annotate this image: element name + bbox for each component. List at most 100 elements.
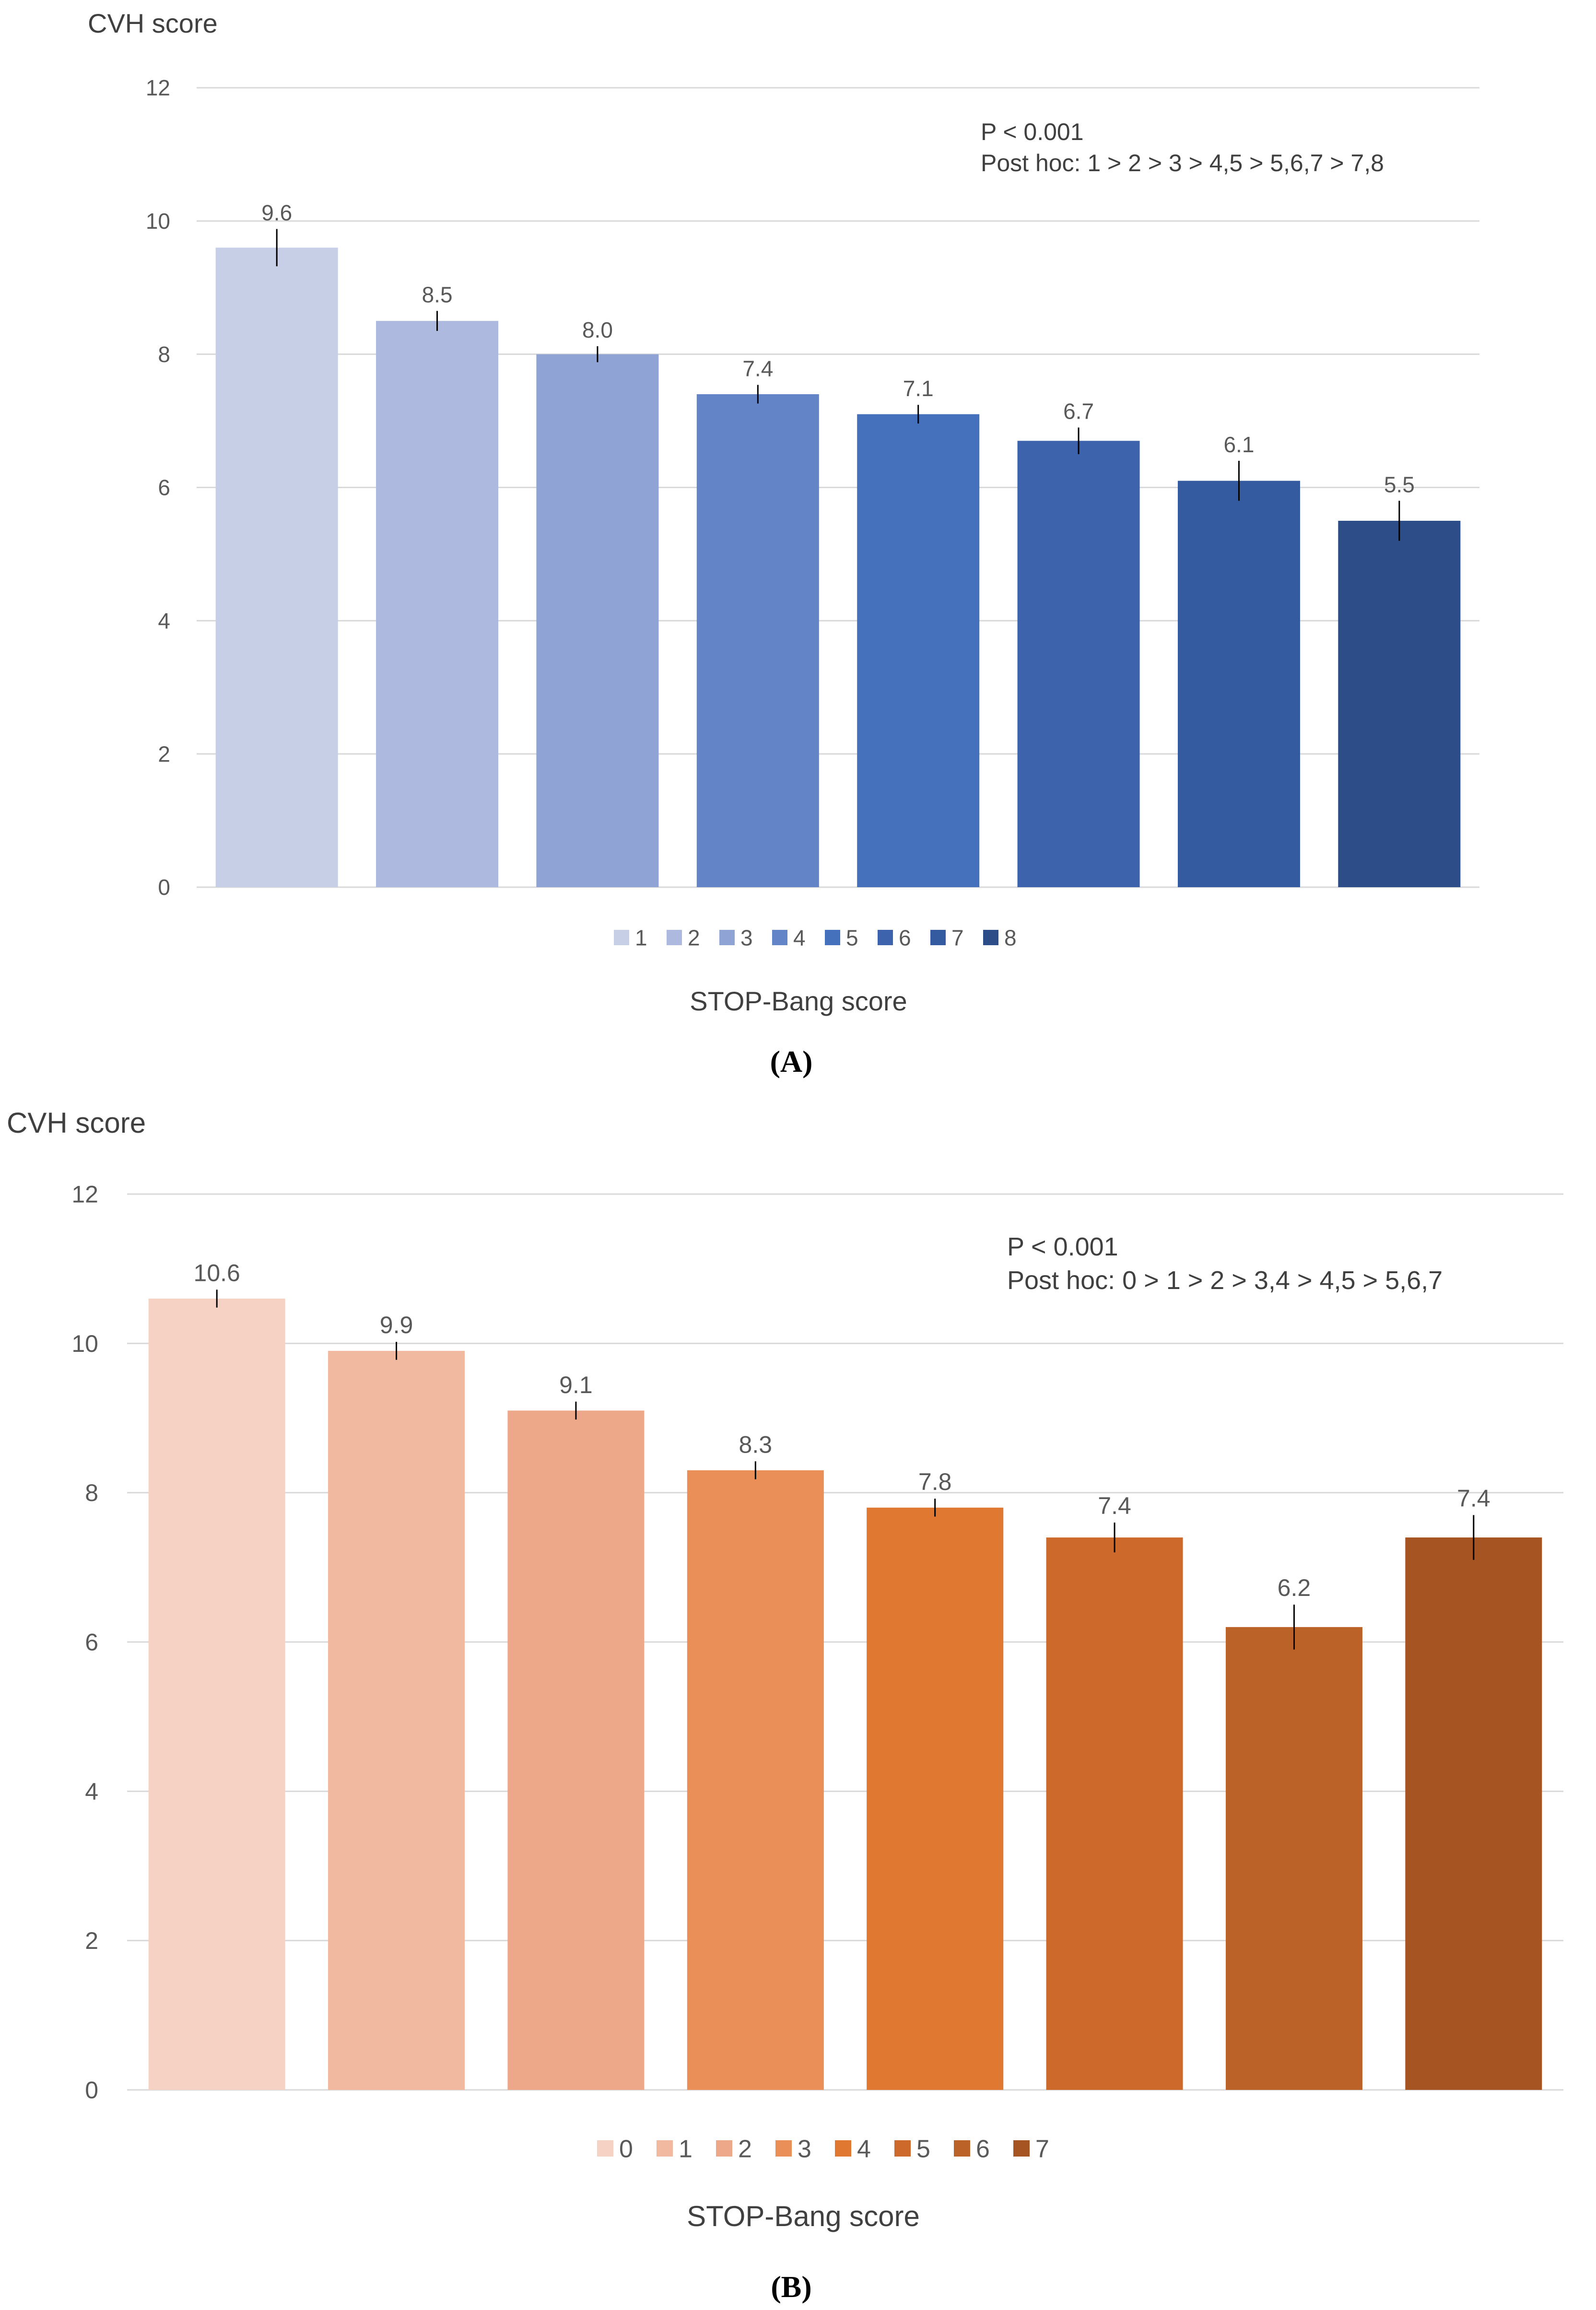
- data-label: 5.5: [1384, 472, 1415, 497]
- y-tick-label: 10: [71, 1330, 98, 1357]
- bar: [148, 1298, 285, 2090]
- legend-swatch: [983, 930, 998, 945]
- chart-a-data-labels: 9.6 8.5 8.0 7.4 7.1 6.7 6.1 5.5: [261, 200, 1415, 497]
- legend-label: 1: [635, 926, 647, 950]
- bar: [857, 414, 980, 887]
- chart-a-annotation-posthoc: Post hoc: 1 > 2 > 3 > 4,5 > 5,6,7 > 7,8: [981, 150, 1384, 176]
- bar: [1046, 1537, 1183, 2090]
- legend-swatch: [657, 2140, 673, 2157]
- legend-swatch: [775, 2140, 792, 2157]
- bar: [1017, 441, 1140, 887]
- y-tick-label: 8: [85, 1479, 98, 1506]
- data-label: 7.4: [742, 356, 773, 381]
- legend-swatch: [930, 930, 946, 945]
- legend-swatch: [719, 930, 735, 945]
- chart-b-ylabel: CVH score: [7, 1107, 146, 1139]
- legend-label: 7: [1035, 2135, 1049, 2163]
- legend-swatch: [614, 930, 629, 945]
- chart-a-bars: [215, 247, 1461, 888]
- legend-label: 3: [740, 926, 753, 950]
- legend-label: 4: [793, 926, 806, 950]
- data-label: 6.1: [1223, 432, 1254, 457]
- bar: [1338, 520, 1461, 887]
- legend-label: 5: [916, 2135, 930, 2163]
- chart-a-annotation-p: P < 0.001: [981, 118, 1084, 145]
- bar: [215, 247, 338, 887]
- legend-label: 2: [738, 2135, 752, 2163]
- chart-a-yticks: 0 2 4 6 8 10 12: [146, 75, 170, 900]
- data-label: 7.8: [918, 1468, 952, 1495]
- panel-label-b: (B): [771, 2270, 811, 2304]
- legend-label: 5: [846, 926, 858, 950]
- bar: [1405, 1537, 1542, 2090]
- chart-b-data-labels: 10.6 9.9 9.1 8.3 7.8 7.4 6.2 7.4: [194, 1259, 1490, 1601]
- chart-b-xlabel: STOP-Bang score: [687, 2200, 920, 2232]
- data-label: 7.1: [903, 376, 934, 401]
- bar: [1225, 1627, 1362, 2090]
- bar: [687, 1470, 824, 2090]
- data-label: 7.4: [1098, 1492, 1131, 1519]
- bar: [867, 1507, 1004, 2090]
- bar: [696, 394, 819, 888]
- legend-swatch: [835, 2140, 851, 2157]
- y-tick-label: 2: [158, 741, 170, 766]
- legend-swatch: [597, 2140, 613, 2157]
- y-tick-label: 4: [85, 1778, 98, 1805]
- y-tick-label: 6: [158, 475, 170, 500]
- legend-swatch: [878, 930, 893, 945]
- legend-label: 6: [899, 926, 911, 950]
- bar: [376, 321, 499, 888]
- y-tick-label: 8: [158, 342, 170, 367]
- chart-b-yticks: 0 2 4 6 8 10 12: [71, 1181, 98, 2104]
- data-label: 10.6: [194, 1259, 240, 1286]
- y-tick-label: 12: [71, 1181, 98, 1208]
- chart-b-bars: [148, 1298, 1542, 2090]
- panel-label-a: (A): [770, 1044, 813, 1079]
- y-tick-label: 10: [146, 209, 170, 234]
- data-label: 9.6: [261, 200, 292, 225]
- legend-label: 8: [1004, 926, 1017, 950]
- data-label: 8.5: [422, 282, 453, 307]
- chart-b-error-bars: [216, 1290, 1475, 1650]
- chart-b-legend: 0 1 2 3 4 5 6 7: [597, 2135, 1049, 2163]
- legend-swatch: [667, 930, 682, 945]
- chart-a-ylabel: CVH score: [88, 8, 218, 38]
- data-label: 6.2: [1278, 1574, 1311, 1601]
- chart-b-annotation-posthoc: Post hoc: 0 > 1 > 2 > 3,4 > 4,5 > 5,6,7: [1007, 1266, 1443, 1295]
- data-label: 8.0: [582, 317, 613, 342]
- legend-label: 1: [679, 2135, 692, 2163]
- bar: [1177, 481, 1300, 887]
- y-tick-label: 12: [146, 75, 170, 100]
- legend-label: 0: [619, 2135, 633, 2163]
- legend-swatch: [716, 2140, 732, 2157]
- legend-swatch: [894, 2140, 911, 2157]
- legend-swatch: [1013, 2140, 1030, 2157]
- y-tick-label: 4: [158, 608, 170, 633]
- chart-a-legend: 1 2 3 4 5 6 7 8: [614, 926, 1017, 950]
- legend-label: 7: [951, 926, 964, 950]
- data-label: 9.1: [559, 1372, 593, 1398]
- chart-b-annotation-p: P < 0.001: [1007, 1232, 1118, 1261]
- chart-a-error-bars: [276, 229, 1400, 541]
- legend-swatch: [772, 930, 787, 945]
- legend-label: 3: [798, 2135, 811, 2163]
- data-label: 8.3: [739, 1431, 773, 1458]
- chart-a-xlabel: STOP-Bang score: [690, 986, 907, 1016]
- y-tick-label: 0: [85, 2077, 98, 2104]
- legend-label: 6: [976, 2135, 990, 2163]
- legend-swatch: [825, 930, 840, 945]
- bar: [507, 1410, 645, 2090]
- data-label: 7.4: [1457, 1485, 1490, 1512]
- data-label: 6.7: [1063, 399, 1094, 423]
- y-tick-label: 0: [158, 875, 170, 900]
- y-tick-label: 2: [85, 1927, 98, 1954]
- bar: [328, 1350, 465, 2090]
- legend-swatch: [954, 2140, 970, 2157]
- legend-label: 4: [857, 2135, 871, 2163]
- bar: [536, 354, 659, 887]
- y-tick-label: 6: [85, 1629, 98, 1656]
- legend-label: 2: [688, 926, 700, 950]
